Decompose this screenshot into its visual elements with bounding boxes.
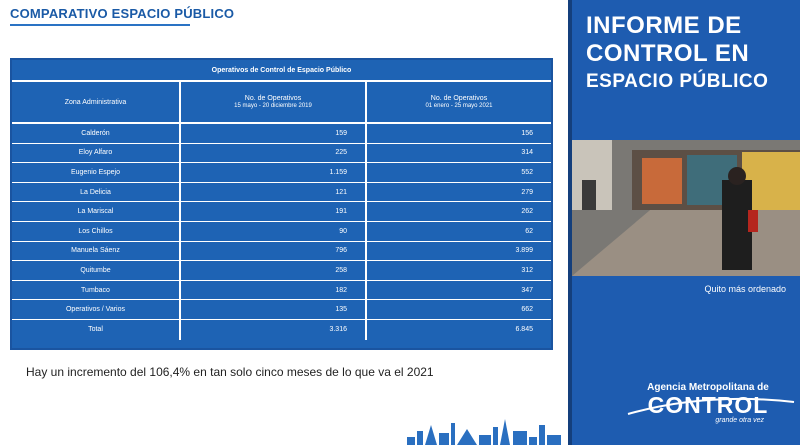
- photo-caption: Quito más ordenado: [704, 284, 786, 294]
- table-row: La Mariscal 191 262: [12, 202, 551, 222]
- quito-skyline-icon: [407, 419, 561, 445]
- header-zone-label: Zona Administrativa: [64, 98, 127, 106]
- ops-2019-cell: 135: [181, 300, 367, 319]
- header-2019-period: 15 mayo - 20 diciembre 2019: [234, 103, 312, 109]
- table-row: Manuela Sáenz 796 3.899: [12, 241, 551, 262]
- table-row: La Delicia 121 279: [12, 182, 551, 203]
- report-title-line-3: ESPACIO PÚBLICO: [586, 71, 769, 92]
- table-row: Calderón 159 156: [12, 124, 551, 144]
- slide-main: COMPARATIVO ESPACIO PÚBLICO Operativos d…: [10, 6, 561, 445]
- ops-2019-cell: 159: [181, 124, 367, 143]
- slide-title: COMPARATIVO ESPACIO PÚBLICO: [10, 6, 235, 21]
- sidebar-panel: INFORME DE CONTROL EN ESPACIO PÚBLICO Qu…: [568, 0, 800, 445]
- zone-cell: Los Chillos: [12, 221, 181, 241]
- ops-2021-cell: 552: [521, 168, 533, 176]
- table-row: Quitumbe 258 312: [12, 261, 551, 281]
- street-photo: [572, 140, 800, 276]
- ops-2021-cell: 156: [521, 129, 533, 137]
- header-2019: No. de Operativos 15 mayo - 20 diciembre…: [181, 82, 367, 122]
- zone-cell: Eugenio Espejo: [12, 163, 181, 182]
- ops-2021-cell: 6.845: [515, 326, 533, 334]
- zone-cell: Tumbaco: [12, 280, 181, 300]
- ops-2021-cell: 279: [521, 188, 533, 196]
- table-row: Operativos / Varios 135 662: [12, 300, 551, 320]
- ops-2019-cell: 182: [181, 280, 367, 300]
- ops-2019-cell: 3.316: [181, 319, 367, 340]
- table-row: Tumbaco 182 347: [12, 280, 551, 301]
- ops-2021-cell: 662: [521, 306, 533, 314]
- table-body: Calderón 159 156 Eloy Alfaro 225 314 Eugenio E…: [12, 124, 551, 340]
- header-2021-period: 01 enero - 25 mayo 2021: [425, 103, 493, 109]
- zone-cell: Eloy Alfaro: [12, 143, 181, 163]
- zone-cell: La Delicia: [12, 182, 181, 202]
- operations-table: Operativos de Control de Espacio Público…: [10, 58, 553, 350]
- zone-cell: Total: [12, 319, 181, 340]
- increase-note: Hay un incremento del 106,4% en tan solo…: [26, 365, 434, 379]
- zone-cell: Calderón: [12, 124, 181, 143]
- table-caption: Operativos de Control de Espacio Público: [12, 60, 551, 82]
- zone-cell: Quitumbe: [12, 261, 181, 280]
- ops-2021-cell: 262: [521, 208, 533, 216]
- zone-cell: Manuela Sáenz: [12, 241, 181, 261]
- ops-2021-cell: 62: [525, 227, 533, 235]
- ops-2021-cell: 3.899: [515, 247, 533, 255]
- ops-2021-cell: 314: [521, 149, 533, 157]
- table-row: Los Chillos 90 62: [12, 221, 551, 242]
- header-2021: No. de Operativos 01 enero - 25 mayo 202…: [367, 82, 551, 122]
- zone-cell: Operativos / Varios: [12, 300, 181, 319]
- ops-2019-cell: 225: [181, 143, 367, 163]
- table-row: Total 3.316 6.845: [12, 319, 551, 340]
- header-2021-label: No. de Operativos: [430, 95, 488, 102]
- ops-2019-cell: 90: [181, 221, 367, 241]
- ops-2019-cell: 121: [181, 182, 367, 202]
- table-row: Eloy Alfaro 225 314: [12, 143, 551, 164]
- header-zone: Zona Administrativa: [12, 82, 181, 122]
- brand-swoosh-icon: [627, 397, 795, 415]
- report-title: INFORME DE CONTROL EN ESPACIO PÚBLICO: [586, 12, 792, 96]
- brand-tagline: grande otra vez: [715, 417, 764, 424]
- ops-2019-cell: 1.159: [181, 163, 367, 182]
- title-underline: [10, 24, 190, 26]
- table-header: Zona Administrativa No. de Operativos 15…: [12, 82, 551, 124]
- ops-2019-cell: 191: [181, 202, 367, 221]
- brand-logo: Agencia Metropolitana de CONTROL grande …: [628, 382, 788, 424]
- ops-2021-cell: 312: [521, 266, 533, 274]
- report-title-line-1: INFORME DE: [586, 12, 742, 39]
- ops-2021-cell: 347: [521, 286, 533, 294]
- ops-2019-cell: 258: [181, 261, 367, 280]
- sidebar-edge: [568, 0, 572, 445]
- report-title-line-2: CONTROL EN: [586, 40, 750, 67]
- brand-line-1: Agencia Metropolitana de: [647, 382, 769, 393]
- header-2019-label: No. de Operativos: [244, 95, 302, 102]
- zone-cell: La Mariscal: [12, 202, 181, 221]
- ops-2019-cell: 796: [181, 241, 367, 261]
- table-row: Eugenio Espejo 1.159 552: [12, 163, 551, 183]
- brand-line-2: CONTROL: [647, 392, 769, 418]
